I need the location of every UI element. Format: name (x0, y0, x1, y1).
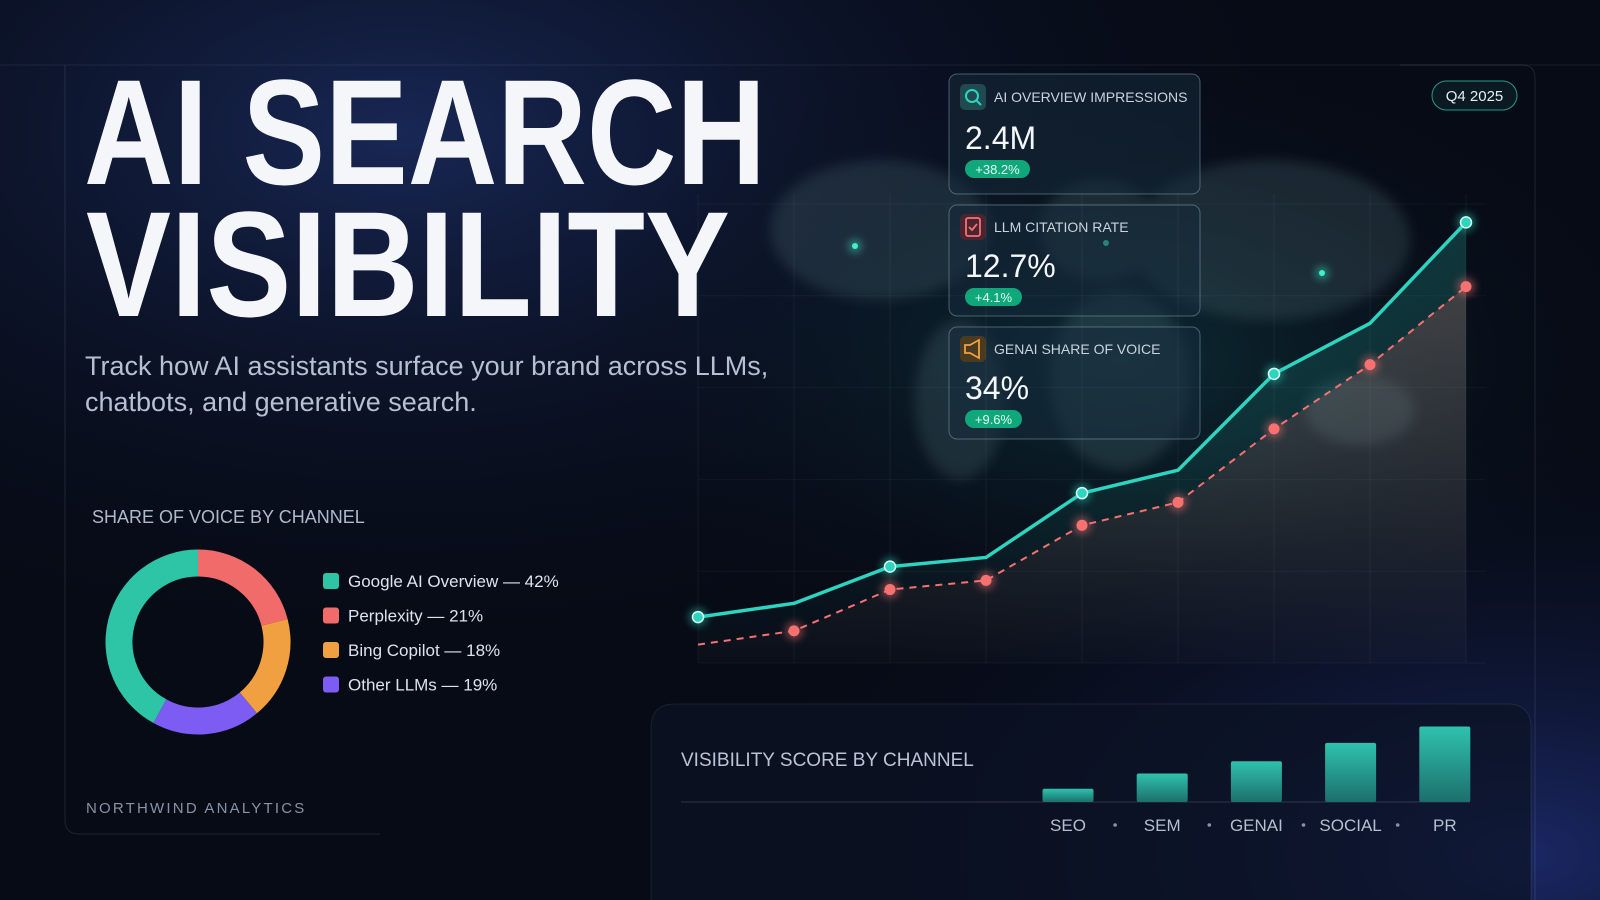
kpi-icon (960, 336, 986, 362)
kpi-icon (964, 338, 980, 360)
legend-label: Perplexity — 21% (348, 607, 483, 626)
hero-title: AI SEARCH (84, 48, 766, 216)
kpi-icon (975, 99, 982, 106)
kpi-label: GENAI SHARE OF VOICE (994, 341, 1160, 357)
separator-dot (1113, 823, 1117, 827)
separator-dot (1301, 823, 1306, 827)
donut-segment (197, 549, 288, 627)
kpi-change-pill (965, 288, 1022, 306)
legend-swatch (323, 676, 339, 693)
kpi-icon (968, 223, 978, 232)
bar-chart: SEO SEM GENAI SOCIAL PR (681, 726, 1471, 835)
subtitle: Track how AI assistants surface your bra… (85, 351, 768, 381)
hero-title: VISIBILITY (86, 180, 730, 348)
donut-chart: Google AI Overview — 42% Perplexity — 21%… (105, 549, 559, 735)
point (1460, 281, 1472, 293)
kpi-card: GENAI SHARE OF VOICE 34% +9.6% (948, 326, 1201, 440)
x-tick-label: GENAI (1230, 816, 1283, 835)
kpi-card: AI OVERVIEW IMPRESSIONS 2.4M +38.2% (948, 73, 1201, 195)
frame-line (64, 65, 380, 835)
x-tick-label: SOCIAL (1319, 816, 1381, 835)
kpi-change: +38.2% (975, 162, 1020, 177)
subtitle: chatbots, and generative search. (85, 387, 477, 417)
point (1459, 216, 1473, 229)
point (1076, 519, 1088, 531)
donut-segment (105, 549, 199, 724)
kpi-label: AI OVERVIEW IMPRESSIONS (994, 89, 1187, 105)
kpi-value: 12.7% (965, 248, 1056, 284)
brand: NORTHWIND ANALYTICS (86, 800, 306, 817)
point (788, 625, 800, 637)
x-tick-label: SEM (1144, 816, 1181, 835)
kpi-value: 2.4M (965, 120, 1036, 156)
kpi-card: LLM CITATION RATE 12.7% +4.1% (948, 204, 1201, 317)
section-title: SHARE OF VOICE BY CHANNEL (92, 507, 365, 527)
x-tick-label: SEO (1050, 816, 1086, 835)
legend-swatch (323, 573, 339, 589)
legend-label: Bing Copilot — 18% (348, 641, 500, 660)
bar (1136, 773, 1188, 802)
kpi-icon (960, 84, 986, 110)
bar (1325, 742, 1377, 802)
donut-segment (153, 692, 257, 735)
point (1364, 359, 1376, 371)
kpi-change-pill (965, 160, 1030, 178)
kpi-icon (965, 217, 981, 237)
point (691, 610, 705, 624)
donut-segment (239, 619, 291, 714)
legend-label: Google AI Overview — 42% (348, 572, 559, 591)
kpi-value: 34% (965, 370, 1029, 406)
point (980, 574, 992, 586)
kpi-change: +4.1% (975, 290, 1013, 305)
kpi-label: LLM CITATION RATE (994, 219, 1129, 235)
point (1172, 496, 1184, 508)
legend-swatch (323, 607, 339, 624)
point (1075, 486, 1089, 500)
legend-swatch (323, 642, 339, 658)
kpi-change: +9.6% (975, 412, 1013, 427)
point (883, 560, 897, 573)
bar (1230, 761, 1282, 802)
legend-label: Other LLMs — 19% (348, 676, 497, 695)
separator-dot (1207, 823, 1212, 827)
x-tick-label: PR (1433, 816, 1457, 835)
section-title: VISIBILITY SCORE BY CHANNEL (681, 750, 974, 771)
line-area (698, 286, 1466, 663)
point (1267, 367, 1281, 381)
kpi-icon (965, 89, 979, 103)
point (1268, 423, 1280, 435)
bar (1419, 726, 1471, 802)
point (884, 584, 896, 596)
badge (1431, 80, 1518, 111)
frame-line (1400, 64, 1536, 900)
badge-label: Q4 2025 (1446, 88, 1504, 105)
bar (1042, 788, 1094, 802)
kpi-change-pill (965, 410, 1022, 428)
separator-dot (1395, 823, 1400, 827)
line-chart (689, 194, 1486, 664)
